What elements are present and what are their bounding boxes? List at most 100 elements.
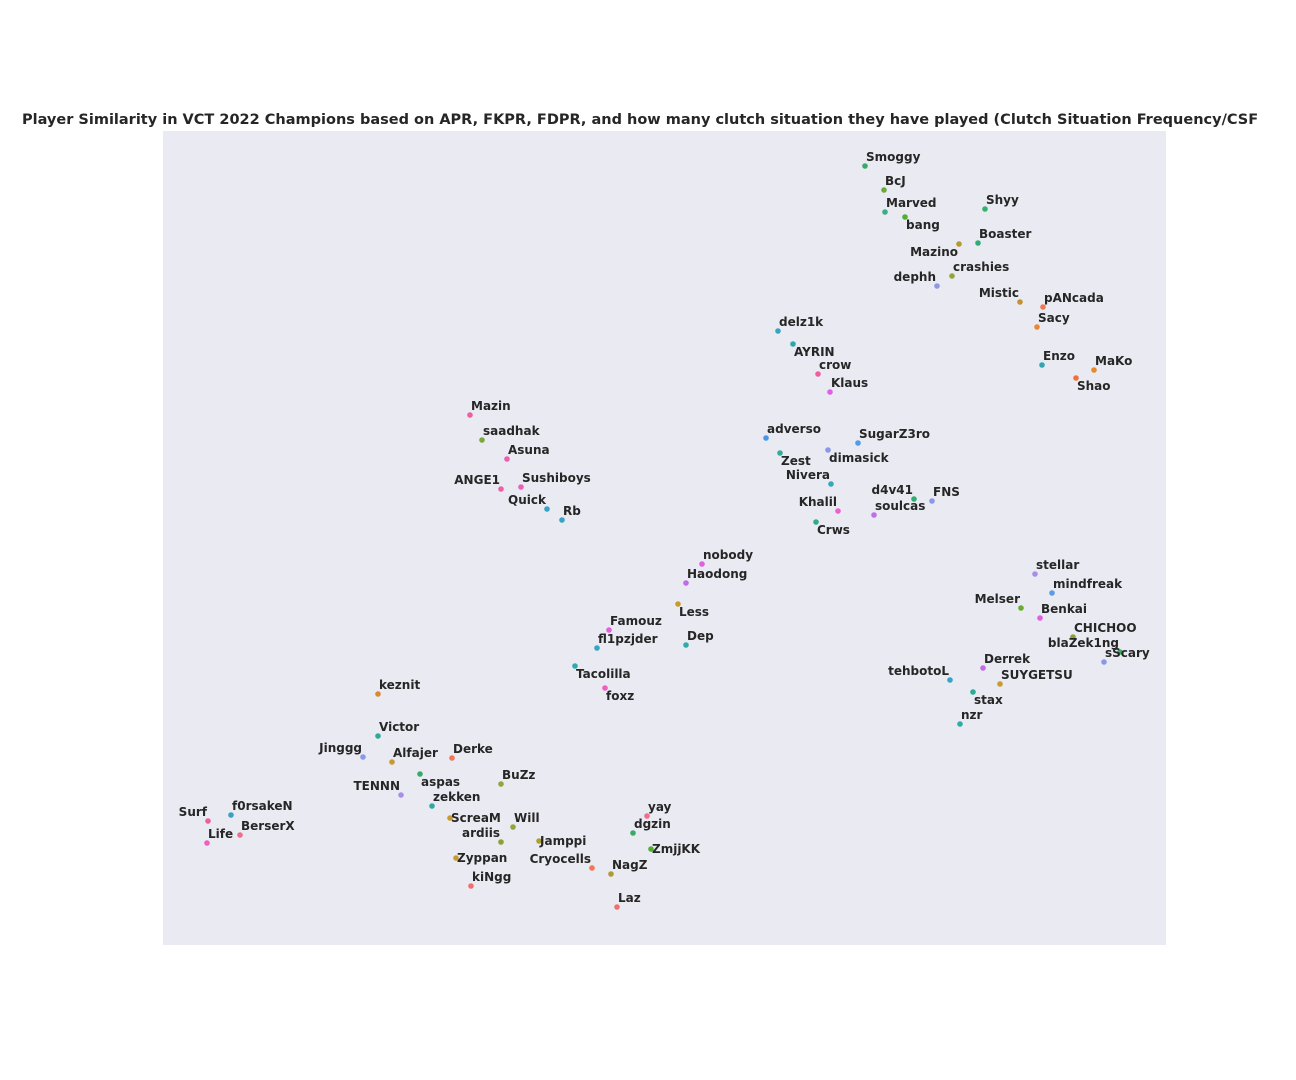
data-point-marker [467,412,473,418]
data-point-marker [630,830,636,836]
data-point: d4v41 [872,483,917,502]
data-point-label: stellar [1036,558,1079,572]
data-point-marker [828,481,834,487]
data-point-marker [429,803,435,809]
data-point: Crws [813,519,850,537]
data-point: Nivera [786,468,834,487]
data-point-label: tehbotoL [888,664,949,678]
data-point-marker [498,839,504,845]
data-point: Life [204,827,233,846]
data-point-label: Asuna [508,443,550,457]
data-point-marker [790,341,796,347]
data-point-label: Zyppan [457,851,507,865]
data-point-label: BcJ [885,174,906,188]
data-point: Shyy [982,193,1019,212]
data-point: dimasick [825,447,890,465]
data-point-label: Cryocells [530,852,591,866]
data-point: Will [510,811,540,830]
data-point-marker [644,813,650,819]
data-point-marker [228,812,234,818]
data-point-marker [882,209,888,215]
data-point-marker [447,815,453,821]
data-point: f0rsakeN [228,799,293,818]
data-point-label: CHICHOO [1074,621,1137,635]
data-point-marker [980,665,986,671]
data-point: Laz [614,891,641,910]
data-point-marker [934,283,940,289]
data-point: keznit [375,678,420,697]
data-point-label: Rb [563,504,581,518]
data-point: Sushiboys [518,471,591,490]
data-point: adverso [763,422,821,441]
data-point: Famouz [606,614,662,633]
data-point-label: SugarZ3ro [859,427,930,441]
data-point-label: Shao [1077,379,1111,393]
data-point: Sacy [1034,311,1070,330]
data-point: kiNgg [468,870,511,889]
data-point-marker [947,677,953,683]
data-point-marker [699,561,705,567]
data-point-marker [602,685,608,691]
data-point: BerserX [237,819,295,838]
data-point-label: mindfreak [1053,577,1123,591]
data-point-marker [1017,299,1023,305]
data-point-label: Jamppi [539,834,586,848]
data-point-label: Haodong [687,567,747,581]
data-point-marker [648,846,654,852]
data-point: foxz [602,685,634,703]
data-point-marker [956,241,962,247]
data-point: Klaus [827,376,868,395]
data-point-marker [1018,605,1024,611]
data-point: Jamppi [536,834,586,848]
data-point-marker [871,512,877,518]
data-point: ScreaM [447,811,501,825]
data-point-label: d4v41 [872,483,913,497]
data-point-label: TENNN [353,779,400,793]
data-point-marker [997,681,1003,687]
data-point-marker [468,883,474,889]
data-point-marker [398,792,404,798]
data-point-label: Shyy [986,193,1019,207]
data-point-label: sScary [1105,646,1150,660]
data-point: sScary [1101,646,1150,665]
data-point: aspas [417,771,460,789]
data-point-label: Tacolilla [576,667,631,681]
data-point-marker [589,865,595,871]
data-point-marker [389,759,395,765]
data-point-label: NagZ [612,858,648,872]
data-point-label: nzr [961,708,983,722]
data-point-marker [1091,367,1097,373]
data-point-marker [572,663,578,669]
data-point: Zest [777,450,811,468]
data-point-label: Derrek [984,652,1031,666]
data-point: saadhak [479,424,541,443]
data-point: AYRIN [790,341,835,359]
data-point-marker [1034,324,1040,330]
data-point-marker [1073,375,1079,381]
data-point: Enzo [1039,349,1075,368]
data-point-label: Jinggg [318,741,362,755]
data-point: MaKo [1091,354,1132,373]
data-point-marker [1101,659,1107,665]
data-point-marker [970,689,976,695]
data-point-marker [777,450,783,456]
data-point-marker [982,206,988,212]
data-point-marker [827,389,833,395]
data-point-label: Sushiboys [522,471,591,485]
data-point: CHICHOO [1070,621,1137,640]
data-point: Tacolilla [572,663,631,681]
points-layer: Smoggy BcJ Marved bang Shyy Mazino Boaster cras… [179,150,1150,910]
data-point: Haodong [683,567,747,586]
data-point-marker [683,580,689,586]
data-point-label: Surf [179,805,208,819]
data-point: crashies [949,260,1009,279]
data-point-marker [360,754,366,760]
data-point-label: BerserX [241,819,295,833]
data-point-label: soulcas [875,499,925,513]
data-point-label: ZmjjKK [652,842,701,856]
data-point: Benkai [1037,602,1087,621]
data-point: stax [970,689,1003,707]
data-point-label: Laz [618,891,641,905]
data-point-label: Nivera [786,468,830,482]
data-point: Surf [179,805,211,824]
